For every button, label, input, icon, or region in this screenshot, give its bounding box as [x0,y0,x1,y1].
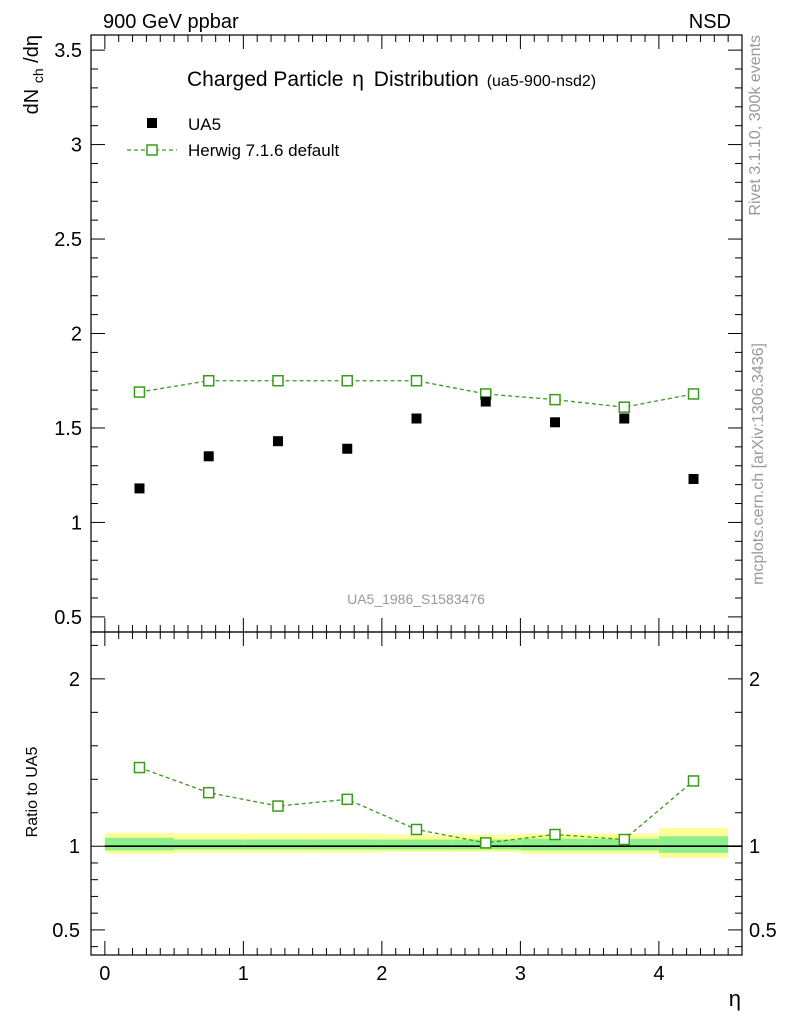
chart-title-tag: (ua5-900-nsd2) [487,73,596,90]
header-right: NSD [689,11,731,33]
chart-title-eta: η [352,68,364,91]
main-ua5-point [411,413,422,424]
x-tick-label: 1 [238,963,249,985]
ratio-band-inner [520,838,590,851]
ratio-ytick-label: 1 [69,836,80,858]
side-label-top: Rivet 3.1.10, 300k events [747,35,764,216]
ratio-mc-point [341,793,353,806]
legend: UA5 Herwig 7.1.6 default [127,115,339,160]
x-tick-label: 0 [99,963,110,985]
ratio-mc-point [202,786,215,799]
main-ytick-label: 2 [71,324,82,346]
main-mc-point [410,374,423,387]
main-mc-point [272,374,284,387]
main-ua5-point [203,451,214,462]
ratio-frame [90,631,743,956]
ratio-band-inner [104,837,175,851]
main-mc-line [139,380,694,408]
main-ylabel-tail: /dη [21,35,43,63]
ratio-band-inner [381,839,452,850]
x-tick-label: 2 [376,963,387,985]
ratio-mc-point [618,833,631,846]
main-ylabel-main: dN [21,89,43,115]
main-ua5-point [272,436,283,447]
ratio-band-inner [658,836,729,853]
main-ytick-label: 1.5 [54,418,82,440]
x-tick-label: 3 [515,963,526,985]
watermark: UA5_1986_S1583476 [347,591,485,607]
main-ua5-point [342,443,353,454]
chart-title-main: Charged Particle [187,68,343,91]
main-panel: 0.5 1 1.5 2 2.5 3 3.5 Charged Particle η Distr… [21,34,743,633]
main-mc-point [133,386,146,398]
chart-title: Charged Particle η Distribution (ua5-900… [187,68,596,91]
x-axis-label: η [729,986,741,1011]
chart-title-rest: Distribution [374,68,479,91]
ratio-ytick-label-right: 1 [749,836,760,858]
ratio-mc-point [410,823,423,836]
side-label-bottom: mcplots.cern.ch [arXiv:1306.3436] [750,343,767,585]
main-mc-point [687,388,700,400]
ratio-band-inner [174,839,244,850]
ratio-band-inner [243,839,313,850]
ratio-mc-point [133,761,146,774]
ratio-ytick-label-right: 0.5 [749,920,777,942]
ratio-ylabel: Ratio to UA5 [24,747,41,838]
ratio-mc-point [480,837,492,849]
ratio-ytick-label-right: 2 [749,669,760,691]
main-ytick-label: 3.5 [54,40,82,62]
main-ua5-point [550,417,561,428]
ratio-panel: 0.5 0.5 1 1 2 2 0 1 2 3 4 Ratio to UA5 η [24,631,777,1011]
ratio-mc-point [549,828,561,841]
legend-marker-ua5 [147,118,157,128]
x-tick-label: 4 [653,963,664,985]
main-ytick-label: 2.5 [54,229,82,251]
ratio-mc-point [272,800,284,812]
main-ytick-label: 3 [71,135,82,157]
main-mc-point [341,374,353,387]
main-ua5-point [688,473,699,484]
legend-marker-mc [146,144,158,156]
main-ua5-point [480,396,491,407]
ratio-mc-point [687,775,700,787]
main-ytick-label: 0.5 [54,607,82,629]
main-ua5-point [134,483,145,494]
legend-label-mc: Herwig 7.1.6 default [188,141,339,160]
main-ytick-label: 1 [71,512,82,534]
main-ylabel: dN ch /dη [21,35,48,114]
header-left: 900 GeV ppbar [103,11,239,33]
main-mc-point [618,401,631,413]
ratio-band-inner [312,839,382,850]
legend-label-ua5: UA5 [188,115,221,134]
main-ylabel-sub: ch [30,68,46,83]
ratio-ytick-label: 0.5 [52,920,80,942]
main-mc-point [549,393,561,406]
main-ua5-point [619,413,630,424]
ratio-ytick-label: 2 [69,669,80,691]
main-mc-point [202,374,215,387]
